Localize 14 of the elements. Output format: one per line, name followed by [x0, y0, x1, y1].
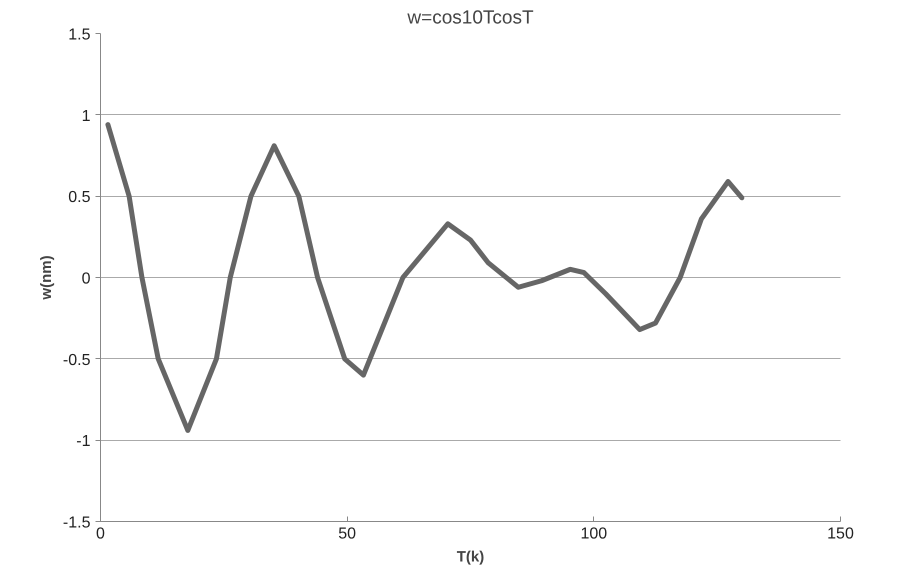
x-tick-label: 150 — [827, 526, 854, 542]
chart-title: w=cos10TcosT — [406, 8, 534, 28]
x-tick-label: 100 — [580, 526, 608, 542]
y-tick-label: -1.5 — [62, 514, 91, 532]
y-tick-label: 1 — [82, 108, 91, 125]
x-tick-label: 50 — [338, 526, 356, 542]
y-tick-label: 1.5 — [68, 26, 91, 44]
y-tick-label: -0.5 — [62, 352, 91, 369]
y-tick-label: 0 — [82, 270, 91, 288]
y-axis-title: w(nm) — [38, 255, 55, 301]
y-tick-label: 0.5 — [68, 189, 91, 206]
x-axis-title: T(k) — [456, 548, 484, 566]
x-tick-label: 0 — [96, 526, 106, 542]
y-tick-label: -1 — [76, 433, 91, 450]
